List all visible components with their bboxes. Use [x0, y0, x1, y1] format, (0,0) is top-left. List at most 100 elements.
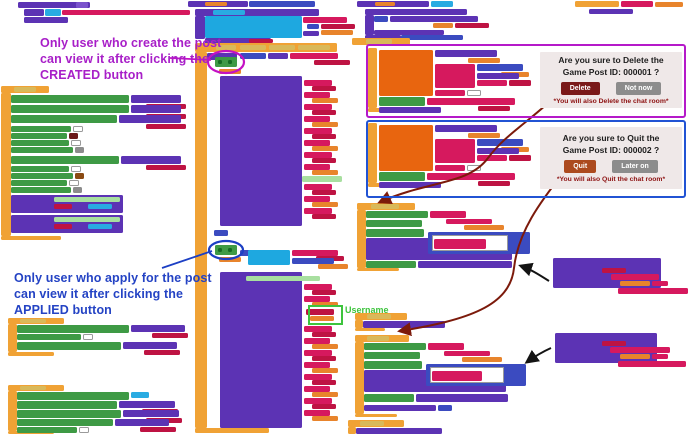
- block-segment: [17, 427, 77, 433]
- block-segment: [304, 196, 330, 202]
- block-segment: [131, 325, 185, 332]
- block-segment: [119, 115, 181, 123]
- block-segment: [318, 264, 348, 269]
- block-segment: [14, 87, 36, 92]
- block-segment: [292, 258, 334, 264]
- block-segment: [240, 53, 266, 59]
- block-segment: [11, 187, 71, 193]
- block-segment: [304, 374, 332, 380]
- block-segment: [428, 343, 464, 350]
- block-segment: [401, 35, 463, 40]
- block-segment: [146, 124, 186, 129]
- block-segment: [24, 9, 44, 16]
- block-segment: [303, 31, 319, 36]
- block-segment: [312, 404, 336, 409]
- block-segment: [292, 250, 338, 256]
- block-segment: [131, 392, 149, 398]
- block-segment: [446, 219, 492, 224]
- block-segment: [348, 427, 356, 434]
- block-segment: [435, 50, 497, 57]
- block-segment: [366, 261, 416, 268]
- block-segment: [195, 43, 337, 52]
- block-segment: [304, 284, 332, 290]
- block-segment: [11, 133, 67, 139]
- block-segment: [620, 354, 650, 359]
- block-segment: [314, 60, 350, 65]
- block-segment: [367, 314, 391, 319]
- block-segment: [20, 319, 46, 323]
- block-segment: [355, 414, 397, 417]
- block-segment: [304, 386, 330, 392]
- block-segment: [310, 316, 334, 321]
- block-segment: [304, 362, 330, 368]
- block-segment: [298, 45, 330, 50]
- block-segment: [621, 1, 653, 7]
- block-segment: [618, 288, 688, 294]
- delete-dialog: Are you sure to Delete the Game Post ID:…: [540, 52, 682, 108]
- block-segment: [602, 268, 626, 273]
- block-segment: [20, 386, 46, 390]
- block-segment: [364, 405, 436, 411]
- block-segment: [1, 236, 61, 240]
- delete-button[interactable]: Delete: [560, 81, 600, 95]
- block-segment: [364, 343, 426, 350]
- block-segment: [304, 92, 330, 98]
- block-segment: [312, 416, 338, 421]
- block-segment: [195, 9, 319, 16]
- block-segment: [312, 190, 336, 195]
- block-segment: [302, 176, 342, 182]
- block-segment: [303, 17, 347, 23]
- block-segment: [144, 350, 180, 355]
- block-segment: [304, 326, 332, 332]
- block-segment: [123, 410, 179, 417]
- block-segment: [620, 281, 650, 286]
- block-segment: [75, 147, 84, 153]
- block-segment: [195, 52, 207, 428]
- block-segment: [355, 328, 385, 331]
- delete-flow-frame: [366, 44, 686, 118]
- delete-dialog-buttons: Delete Not now: [560, 81, 662, 95]
- block-segment: [304, 80, 332, 86]
- block-segment: [312, 122, 338, 127]
- block-segment: [379, 50, 433, 96]
- block-segment: [73, 187, 82, 193]
- block-segment: [18, 2, 90, 8]
- block-segment: [312, 158, 336, 163]
- block-segment: [11, 140, 69, 146]
- block-segment: [213, 10, 245, 15]
- block-segment: [304, 104, 332, 110]
- block-segment: [304, 410, 330, 416]
- block-segment: [17, 419, 113, 426]
- block-segment: [268, 53, 288, 59]
- not-now-button[interactable]: Not now: [615, 81, 662, 95]
- block-segment: [312, 214, 336, 219]
- block-segment: [312, 368, 338, 373]
- block-segment: [312, 290, 336, 295]
- block-segment: [195, 16, 205, 39]
- block-segment: [602, 341, 626, 346]
- delete-dialog-warning: *You will also Delete the chat room*: [553, 97, 669, 105]
- block-segment: [312, 380, 336, 385]
- block-segment: [312, 110, 336, 115]
- block-segment: [312, 344, 338, 349]
- block-segment: [611, 274, 659, 280]
- created-note: Only user who create the post can view i…: [40, 36, 222, 82]
- block-segment: [477, 80, 507, 86]
- block-segment: [304, 164, 330, 170]
- block-segment: [306, 309, 334, 315]
- block-segment: [433, 23, 453, 28]
- block-segment: [11, 105, 129, 113]
- later-on-button[interactable]: Later on: [612, 159, 658, 173]
- block-segment: [589, 9, 633, 14]
- block-segment: [371, 204, 399, 209]
- block-segment: [438, 405, 452, 411]
- block-segment: [312, 392, 338, 397]
- block-segment: [240, 45, 266, 50]
- block-segment: [71, 140, 81, 146]
- quit-button[interactable]: Quit: [564, 159, 597, 173]
- block-segment: [140, 427, 176, 432]
- block-segment: [652, 354, 668, 359]
- block-segment: [8, 324, 17, 352]
- block-segment: [363, 321, 445, 328]
- block-segment: [248, 250, 290, 265]
